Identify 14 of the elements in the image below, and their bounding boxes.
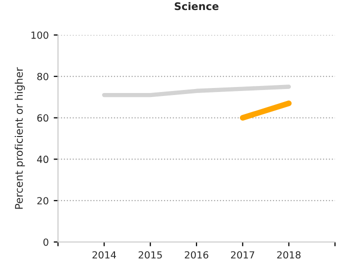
y-tick-label: 80 [37,72,48,80]
y-tick-label: 20 [37,197,48,204]
x-tick-label: 2017 [231,251,254,259]
x-tick-label: 2018 [277,251,301,259]
chart-title: Science [174,2,218,10]
x-tick-label: 2015 [138,251,162,259]
y-tick-label: 0 [43,238,48,246]
line-series [102,84,291,98]
x-tick-label: 2014 [92,251,116,259]
y-tick-label: 40 [37,156,48,164]
y-axis-title: Percent proficient or higher [14,67,25,209]
y-tick-label: 60 [37,114,48,122]
x-tick-label: 2016 [184,251,208,259]
y-tick-label: 100 [31,31,48,39]
